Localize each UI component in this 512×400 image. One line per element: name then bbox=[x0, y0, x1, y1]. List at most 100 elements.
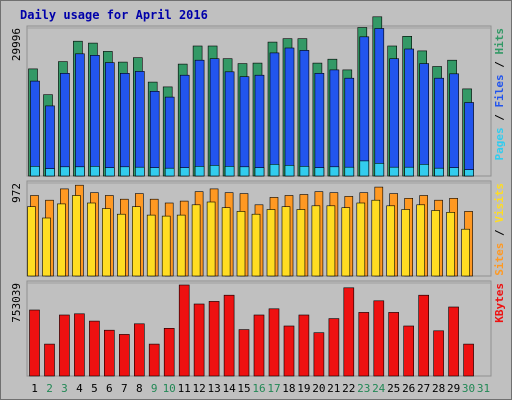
bar-kbytes-kbytes-13 bbox=[208, 301, 220, 377]
bar-visits-sites-5 bbox=[87, 202, 96, 277]
bar-visits-sites-24 bbox=[371, 199, 381, 277]
x-tick-label: 21 bbox=[327, 382, 340, 395]
x-tick-label: 26 bbox=[402, 382, 415, 395]
bar-visits-sites-8 bbox=[132, 206, 141, 277]
legend-item-sites: Sites bbox=[493, 243, 506, 276]
bar-hits-files-17 bbox=[269, 52, 280, 177]
bar-kbytes-kbytes-18 bbox=[283, 325, 295, 377]
bar-visits-sites-10 bbox=[161, 215, 171, 277]
bar-kbytes-kbytes-17 bbox=[268, 308, 280, 377]
bar-visits-sites-1 bbox=[27, 206, 36, 277]
bar-visits-sites-30 bbox=[461, 228, 470, 277]
bar-hits-files-16 bbox=[254, 74, 265, 177]
bar-kbytes-kbytes-24 bbox=[373, 300, 385, 377]
legend-separator: / bbox=[493, 108, 506, 128]
legends: Pages / Files / Hits Sites / Visits KBytes bbox=[493, 28, 506, 323]
bar-hits-pages-17 bbox=[269, 164, 280, 177]
bar-kbytes-kbytes-30 bbox=[463, 343, 474, 377]
legend-item-kbytes: KBytes bbox=[493, 283, 506, 323]
bar-kbytes-kbytes-5 bbox=[89, 320, 100, 377]
bar-hits-pages-26 bbox=[404, 166, 415, 177]
x-tick-label: 2 bbox=[46, 382, 53, 395]
bar-hits-files-1 bbox=[30, 80, 40, 177]
bar-hits-pages-25 bbox=[389, 166, 400, 177]
bar-visits-sites-16 bbox=[251, 213, 261, 277]
bar-hits-pages-14 bbox=[224, 166, 235, 177]
x-tick-label: 22 bbox=[342, 382, 355, 395]
bar-kbytes-kbytes-8 bbox=[134, 323, 145, 377]
bar-hits-files-23 bbox=[359, 36, 370, 177]
ymax-label-kbytes: 753039 bbox=[10, 283, 23, 323]
bar-hits-files-5 bbox=[90, 54, 100, 177]
x-tick-label: 12 bbox=[192, 382, 205, 395]
bar-kbytes-kbytes-16 bbox=[253, 314, 265, 377]
x-tick-label: 7 bbox=[121, 382, 128, 395]
bar-hits-files-10 bbox=[164, 96, 175, 177]
bar-kbytes-kbytes-12 bbox=[193, 303, 205, 377]
bar-hits-pages-28 bbox=[434, 167, 444, 177]
bar-visits-sites-15 bbox=[236, 211, 246, 277]
bar-hits-pages-18 bbox=[284, 165, 295, 177]
bar-kbytes-kbytes-11 bbox=[178, 284, 190, 377]
bar-kbytes-kbytes-26 bbox=[403, 325, 415, 377]
bar-kbytes-kbytes-4 bbox=[74, 313, 85, 377]
legend-item-visits: Visits bbox=[493, 183, 506, 223]
x-tick-label: 19 bbox=[297, 382, 310, 395]
bar-hits-pages-22 bbox=[344, 166, 355, 177]
bar-hits-pages-7 bbox=[120, 166, 130, 177]
x-tick-label: 1 bbox=[31, 382, 38, 395]
bar-hits-pages-30 bbox=[464, 169, 474, 177]
x-tick-label: 29 bbox=[447, 382, 460, 395]
bar-hits-files-24 bbox=[374, 28, 385, 177]
x-tick-label: 23 bbox=[357, 382, 370, 395]
bar-visits-sites-21 bbox=[326, 205, 336, 277]
bar-hits-pages-11 bbox=[179, 167, 190, 177]
bar-visits-sites-12 bbox=[191, 204, 201, 277]
ymax-label-hits: 29996 bbox=[10, 28, 23, 61]
x-tick-label: 11 bbox=[178, 382, 191, 395]
bar-hits-files-3 bbox=[60, 73, 70, 177]
bar-visits-sites-22 bbox=[341, 207, 351, 277]
bar-hits-pages-29 bbox=[449, 167, 459, 177]
legend-item-hits: Hits bbox=[493, 28, 506, 55]
bar-hits-files-2 bbox=[45, 105, 55, 177]
bar-hits-pages-2 bbox=[45, 168, 55, 177]
legend-separator: / bbox=[493, 55, 506, 75]
bar-hits-files-14 bbox=[224, 71, 235, 177]
chart-title: Daily usage for April 2016 bbox=[20, 8, 208, 22]
bar-hits-pages-27 bbox=[419, 164, 430, 177]
bar-hits-pages-6 bbox=[105, 167, 115, 177]
bar-kbytes-kbytes-9 bbox=[148, 343, 160, 377]
bar-hits-pages-16 bbox=[254, 167, 265, 177]
legend-kbytes: KBytes bbox=[493, 283, 506, 323]
x-tick-label: 4 bbox=[76, 382, 83, 395]
bar-visits-sites-13 bbox=[206, 201, 216, 277]
bar-hits-files-4 bbox=[75, 53, 85, 177]
bar-hits-pages-23 bbox=[359, 160, 370, 177]
bar-hits-pages-24 bbox=[374, 163, 385, 177]
bar-visits-sites-6 bbox=[102, 208, 111, 277]
x-tick-label: 10 bbox=[163, 382, 176, 395]
bars-hits bbox=[28, 16, 474, 177]
bar-hits-pages-21 bbox=[329, 166, 340, 177]
x-tick-label: 24 bbox=[372, 382, 386, 395]
bars-visits bbox=[27, 184, 473, 277]
x-tick-label: 3 bbox=[61, 382, 68, 395]
bar-kbytes-kbytes-27 bbox=[418, 294, 430, 377]
bar-kbytes-kbytes-22 bbox=[343, 287, 355, 377]
bar-kbytes-kbytes-20 bbox=[313, 332, 325, 377]
x-tick-label: 30 bbox=[462, 382, 475, 395]
bar-hits-pages-8 bbox=[135, 166, 145, 177]
bar-visits-sites-7 bbox=[117, 213, 126, 277]
x-tick-label: 31 bbox=[477, 382, 490, 395]
bar-kbytes-kbytes-2 bbox=[44, 343, 55, 377]
legend-separator: / bbox=[493, 223, 506, 243]
x-tick-label: 27 bbox=[417, 382, 430, 395]
legend-visits: Sites / Visits bbox=[493, 183, 506, 276]
x-tick-label: 6 bbox=[106, 382, 113, 395]
bar-kbytes-kbytes-23 bbox=[358, 312, 370, 377]
legend-item-pages: Pages bbox=[493, 127, 506, 160]
bar-visits-sites-4 bbox=[72, 195, 81, 277]
bar-kbytes-kbytes-6 bbox=[104, 329, 115, 377]
